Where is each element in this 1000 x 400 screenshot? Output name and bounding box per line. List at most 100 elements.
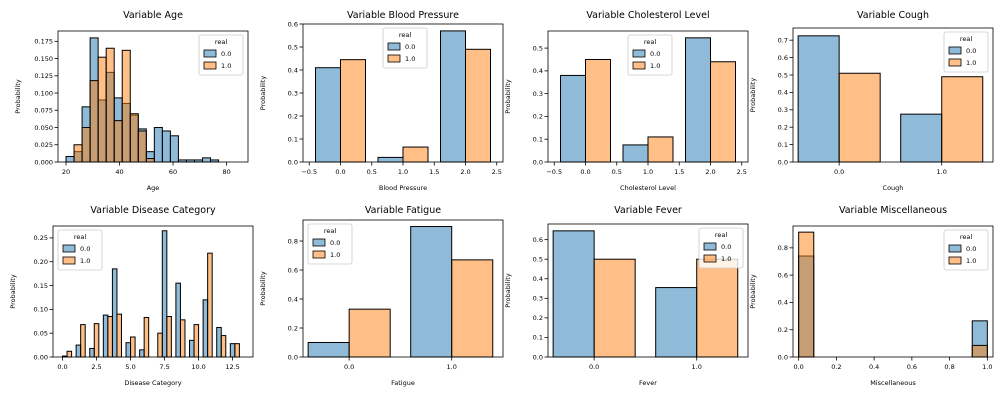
bar-series-1-bin-10 [193, 324, 200, 358]
y-tick-label: 0.0 [288, 158, 298, 166]
x-tick-label: 0.0 [344, 363, 354, 371]
x-tick-label: 2.5 [91, 363, 101, 371]
y-tick-label: 0.075 [34, 107, 53, 115]
legend-label-1: 1.0 [721, 255, 731, 263]
y-tick-label: 0.3 [533, 90, 543, 98]
bar-series-0-bin-13 [169, 135, 179, 163]
bar-series-1-bin-1 [402, 146, 429, 163]
legend: real 0.0 1.0 [307, 223, 353, 265]
y-tick-label: 0.2 [288, 324, 298, 332]
bar-series-0-bin-0 [65, 155, 75, 163]
y-tick-label: 0.7 [778, 36, 788, 44]
x-tick-label: 0.0 [834, 168, 844, 176]
y-tick-label: 0.175 [34, 38, 53, 46]
subplot-title: Variable Miscellaneous [839, 205, 947, 216]
subplot-title: Variable Age [123, 10, 183, 21]
y-tick-label: 0.1 [288, 135, 298, 143]
bar-series-1-bin-3 [107, 316, 113, 358]
x-tick-label: 0.5 [367, 168, 377, 176]
legend-swatch-1 [948, 58, 962, 67]
axes-frame [302, 219, 504, 358]
bar-series-0-bin-11 [153, 127, 163, 163]
y-axis-label: Probability [259, 76, 267, 111]
x-tick-label: 0.4 [869, 363, 879, 371]
y-tick-label: 0.0 [533, 353, 543, 361]
axes-frame [57, 30, 249, 163]
bar-series-1-bin-1 [971, 344, 988, 358]
x-tick-label: 0.0 [793, 363, 803, 371]
bar-series-0-bin-2 [89, 347, 95, 358]
y-tick-label: 0.6 [778, 271, 788, 279]
legend-swatch-1 [632, 61, 646, 70]
legend: real 0.0 1.0 [57, 229, 103, 271]
y-tick-label: 0.2 [778, 123, 788, 131]
x-tick-label: 0.6 [907, 363, 917, 371]
x-axis-label: Age [147, 184, 160, 192]
y-tick-label: 0.050 [34, 124, 53, 132]
subplot-2: −0.5 0.0 0.5 1.0 1.5 2.0 2.50.00.10.20.30.40.5… [259, 10, 504, 192]
subplot-title: Variable Fever [614, 205, 682, 216]
bar-series-1-bin-1 [81, 127, 91, 163]
bar-series-1-bin-9 [145, 158, 155, 163]
legend-label-1: 1.0 [966, 59, 976, 67]
subplot-6: 0.0 1.0 0.0 0.2 0.4 0.6 0.8 Variable Fatigue Fat… [259, 205, 504, 387]
y-tick-label: 0.2 [533, 113, 543, 121]
legend-swatch-1 [387, 54, 401, 63]
y-tick-label: 0.000 [34, 158, 53, 166]
y-axis-label: Probability [504, 273, 512, 308]
bar-series-0-bin-0 [560, 74, 586, 163]
y-tick-label: 0.1 [533, 334, 543, 342]
x-tick-label: 1.0 [937, 168, 947, 176]
y-tick-label: 0.0 [288, 353, 298, 361]
y-tick-label: 0.4 [778, 89, 788, 97]
legend-label-0: 0.0 [80, 245, 90, 253]
legend-label-0: 0.0 [966, 47, 976, 55]
bar-series-0-bin-5 [125, 342, 132, 358]
axes-frame [792, 27, 994, 163]
legend-title: real [324, 227, 337, 235]
bar-series-0-bin-1 [622, 144, 649, 163]
bar-series-0-bin-17 [202, 157, 212, 163]
legend: real 0.0 1.0 [943, 229, 989, 271]
y-tick-label: 0.4 [533, 275, 543, 283]
y-tick-label: 0.5 [533, 44, 543, 52]
x-tick-label: 60 [169, 168, 177, 176]
bar-series-0-bin-0 [797, 35, 840, 163]
legend-label-1: 1.0 [330, 251, 340, 259]
y-tick-label: 0.5 [288, 43, 298, 51]
bar-series-0-bin-10 [202, 299, 209, 358]
y-tick-label: 0.2 [288, 112, 298, 120]
bar-series-1-bin-9 [179, 319, 186, 358]
y-tick-label: 0.0 [778, 158, 788, 166]
y-axis-label: Probability [749, 274, 757, 309]
bar-series-0-bin-12 [161, 130, 171, 163]
subplot-title: Variable Fatigue [365, 205, 441, 216]
bar-series-0-bin-11 [216, 326, 222, 358]
y-tick-label: 0.1 [533, 136, 543, 144]
bar-series-1-bin-8 [137, 130, 147, 163]
bar-series-1-bin-1 [647, 136, 674, 163]
legend-label-1: 1.0 [221, 62, 231, 70]
bar-series-1-bin-1 [941, 76, 984, 163]
y-axis-label: Probability [9, 274, 17, 309]
y-axis-label: Probability [749, 78, 757, 113]
y-tick-label: 0.00 [34, 353, 48, 361]
bar-series-1-bin-0 [340, 59, 366, 163]
axes-frame [547, 223, 749, 358]
y-tick-label: 0.5 [778, 71, 788, 79]
legend-swatch-1 [703, 254, 717, 263]
legend-title: real [215, 38, 228, 46]
y-tick-label: 0.4 [288, 66, 298, 74]
bar-series-1-bin-2 [89, 80, 99, 163]
x-tick-label: 1.5 [674, 168, 684, 176]
subplot-title: Variable Disease Category [90, 205, 216, 216]
y-tick-label: 0.5 [533, 256, 543, 264]
bar-series-0-bin-7 [161, 230, 168, 358]
y-tick-label: 0.05 [34, 329, 48, 337]
bar-series-1-bin-7 [157, 332, 163, 358]
bar-series-1-bin-1 [80, 324, 86, 358]
legend-title: real [960, 35, 973, 43]
y-tick-label: 0.4 [288, 295, 298, 303]
bar-series-0-bin-1 [410, 226, 453, 358]
legend: real 0.0 1.0 [943, 31, 989, 73]
